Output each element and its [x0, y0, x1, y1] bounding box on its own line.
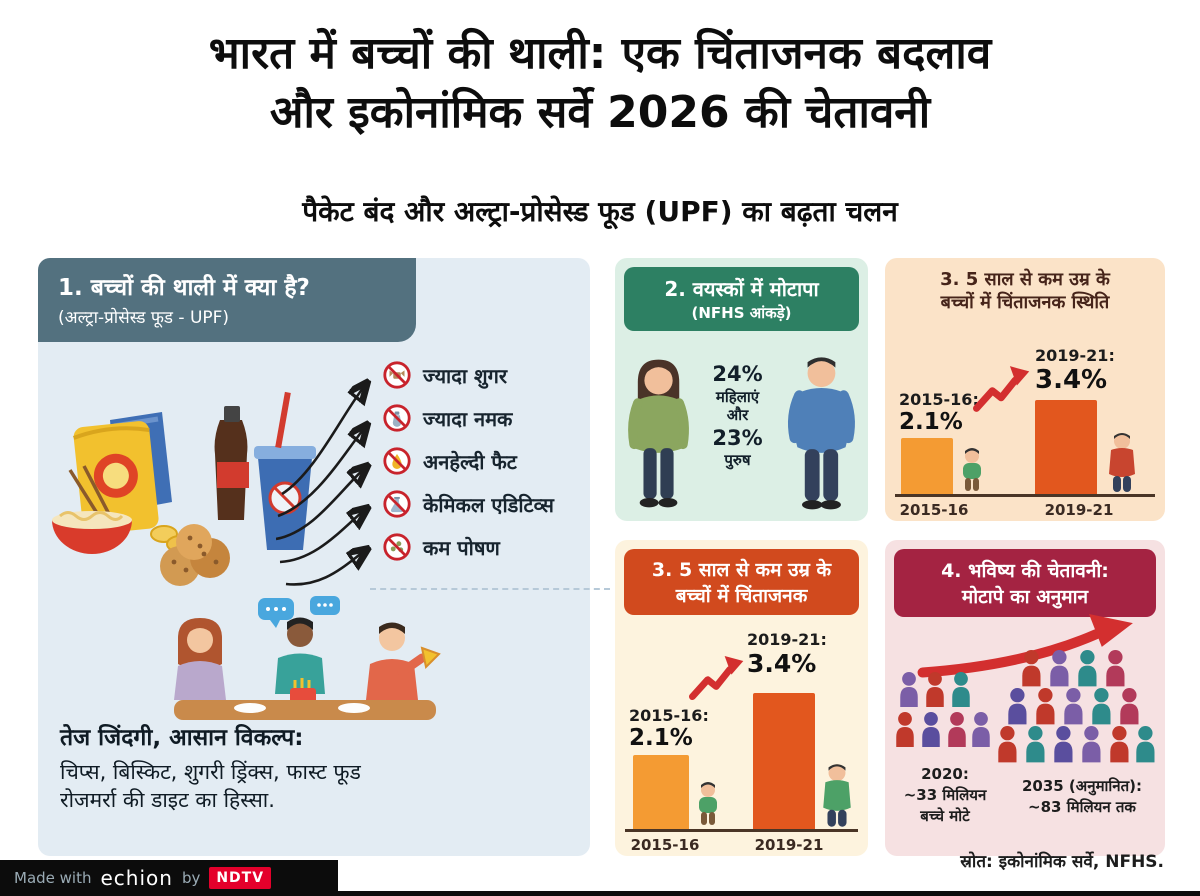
- bar2-year-label: 2019-21:: [1035, 346, 1115, 365]
- page-title-line1: भारत में बच्चों की थाली: एक चिंताजनक बदल…: [208, 28, 992, 79]
- panel3-title-line2: बच्चों में चिंताजनक स्थिति: [940, 292, 1110, 314]
- woman-figure: [627, 359, 689, 508]
- list-item: कम पोषण: [382, 532, 554, 562]
- men-label: पुरुष: [724, 451, 751, 470]
- projection-2035-line1: 2035 (अनुमानित):: [1021, 777, 1143, 795]
- low-nutrition-icon: [382, 532, 412, 562]
- small-child-figure: [699, 782, 717, 825]
- bar1-value-label: 2.1%: [899, 409, 963, 435]
- women-label: महिलाएं: [715, 387, 760, 406]
- panel1-title: 1. बच्चों की थाली में क्या है?: [58, 275, 310, 301]
- bar2-year-label: 2019-21:: [747, 630, 827, 649]
- panel5-title-line1: 4. भविष्य की चेतावनी:: [941, 560, 1109, 582]
- page-title-line2: और इकोनांमिक सर्वे 2026 की चेतावनी: [269, 87, 931, 139]
- divider: [370, 588, 610, 590]
- bar2-value-label: 3.4%: [747, 649, 817, 678]
- bar-2019-21: [1035, 400, 1097, 494]
- upf-item-label: कम पोषण: [423, 535, 500, 560]
- panel1-caption: तेज जिंदगी, आसान विकल्प: चिप्स, बिस्किट,…: [60, 720, 565, 815]
- rising-trend-arrow: [689, 655, 744, 701]
- panel3-title-line1: 3. 5 साल से कम उम्र के: [940, 269, 1110, 290]
- crowd-2035: [998, 650, 1155, 763]
- projection-2020-line2: ~33 मिलियन: [903, 786, 987, 804]
- panel4-title-line1: 3. 5 साल से कम उम्र के: [651, 559, 832, 581]
- junk-food-illustration: [52, 391, 316, 586]
- upf-item-label: केमिकल एडिटिव्स: [423, 492, 554, 517]
- no-salt-icon: [382, 403, 412, 433]
- caption-bold: तेज जिंदगी, आसान विकल्प:: [60, 725, 304, 751]
- projection-2020-line3: बच्चे मोटे: [920, 807, 970, 825]
- axis-label-2019-21: 2019-21: [754, 836, 824, 854]
- bar1-year-label: 2015-16:: [899, 390, 979, 409]
- upf-harms-list: ज्यादा शुगर ज्यादा नमक: [382, 360, 554, 562]
- small-child-figure: [963, 448, 981, 491]
- no-unhealthy-fat-icon: [382, 446, 412, 476]
- panel1-subtitle: (अल्ट्रा-प्रोसेस्ड फूड - UPF): [58, 308, 230, 328]
- panel2-header: 2. वयस्कों में मोटापा (NFHS आंकड़े): [624, 267, 859, 331]
- panel5-title-line2: मोटापे का अनुमान: [961, 586, 1089, 608]
- made-with-label: Made with: [14, 869, 92, 887]
- people-eating-illustration: [174, 596, 441, 720]
- projection-2020-line1: 2020:: [921, 765, 969, 783]
- panel-child-obesity-top: 3. 5 साल से कम उम्र के बच्चों में चिंताज…: [885, 258, 1165, 521]
- projection-2020: 2020: ~33 मिलियन बच्चे मोटे: [889, 764, 1001, 827]
- growth-arrow: [917, 614, 1133, 678]
- panel2-title: 2. वयस्कों में मोटापा: [664, 277, 819, 301]
- panel5-header: 4. भविष्य की चेतावनी: मोटापे का अनुमान: [894, 549, 1156, 617]
- women-percentage: 24%: [712, 362, 763, 387]
- list-item: ज्यादा नमक: [382, 403, 554, 433]
- panel-child-obesity-bottom: 3. 5 साल से कम उम्र के बच्चों में चिंताज…: [615, 540, 868, 856]
- list-item: केमिकल एडिटिव्स: [382, 489, 554, 519]
- by-label: by: [181, 869, 201, 887]
- footer-credit-bar: Made with echion by NDTV: [0, 860, 338, 896]
- bar2-value-label: 3.4%: [1035, 365, 1108, 395]
- rising-trend-arrow: [973, 366, 1030, 412]
- caption-line2: रोजमर्रा की डाइट का हिस्सा.: [60, 788, 275, 813]
- adult-obesity-stats: 24% महिलाएं और 23% पुरुष: [701, 361, 775, 470]
- bar1-year-label: 2015-16:: [629, 706, 709, 725]
- fan-arrows: [276, 354, 376, 586]
- no-sugar-icon: [382, 360, 412, 390]
- panel2-subtitle: (NFHS आंकड़े): [691, 304, 792, 322]
- men-percentage: 23%: [712, 426, 763, 450]
- projection-2035: 2035 (अनुमानित): ~83 मिलियन तक: [1003, 776, 1161, 818]
- bottom-strip: [0, 891, 1200, 896]
- panel3-title: 3. 5 साल से कम उम्र के बच्चों में चिंताज…: [885, 258, 1165, 315]
- panel2-body: 24% महिलाएं और 23% पुरुष: [615, 346, 868, 516]
- and-label: और: [726, 406, 749, 425]
- source-note: स्रोत: इकोनांमिक सर्वे, NFHS.: [960, 852, 1164, 872]
- no-chemical-additives-icon: [382, 489, 412, 519]
- chart-baseline: [625, 829, 858, 832]
- axis-label-2015-16: 2015-16: [630, 836, 700, 854]
- axis-label-2019-21: 2019-21: [1044, 501, 1114, 519]
- bar-2015-16: [901, 438, 953, 494]
- panel-upf-plate: 1. बच्चों की थाली में क्या है? (अल्ट्रा-…: [38, 258, 610, 856]
- page-title: भारत में बच्चों की थाली: एक चिंताजनक बदल…: [0, 24, 1200, 143]
- man-figure: [787, 357, 855, 510]
- crowd-2020: [896, 672, 990, 747]
- upf-item-label: अनहेल्दी फैट: [423, 449, 517, 474]
- ndtv-logo: NDTV: [209, 867, 272, 889]
- bar1-value-label: 2.1%: [629, 725, 693, 751]
- panel-future-warning: 4. भविष्य की चेतावनी: मोटापे का अनुमान: [885, 540, 1165, 856]
- upf-item-label: ज्यादा शुगर: [423, 363, 508, 388]
- panel-adult-obesity: 2. वयस्कों में मोटापा (NFHS आंकड़े) 24% …: [615, 258, 868, 521]
- large-child-figure: [1109, 433, 1135, 492]
- list-item: ज्यादा शुगर: [382, 360, 554, 390]
- axis-label-2015-16: 2015-16: [899, 501, 969, 519]
- panel4-title-line2: बच्चों में चिंताजनक: [675, 585, 808, 607]
- echion-logo: echion: [100, 866, 173, 890]
- panel4-header: 3. 5 साल से कम उम्र के बच्चों में चिंताज…: [624, 549, 859, 615]
- bar-2019-21: [753, 693, 815, 829]
- projection-2035-line2: ~83 मिलियन तक: [1028, 798, 1136, 816]
- page-subtitle: पैकेट बंद और अल्ट्रा-प्रोसेस्ड फूड (UPF)…: [302, 195, 898, 228]
- upf-item-label: ज्यादा नमक: [423, 406, 513, 431]
- bar-2015-16: [633, 755, 689, 829]
- panel1-header: 1. बच्चों की थाली में क्या है? (अल्ट्रा-…: [38, 258, 416, 342]
- chart-baseline: [895, 494, 1155, 497]
- list-item: अनहेल्दी फैट: [382, 446, 554, 476]
- caption-line1: चिप्स, बिस्किट, शुगरी ड्रिंक्स, फास्ट फू…: [60, 760, 361, 784]
- large-child-figure: [823, 764, 851, 827]
